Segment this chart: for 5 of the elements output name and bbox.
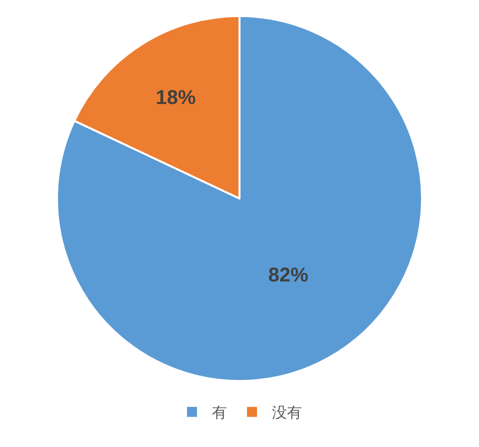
legend-label: 有: [212, 404, 227, 422]
data-label: 82%: [268, 264, 309, 287]
data-label: 18%: [156, 87, 196, 110]
legend-label: 没有: [272, 404, 302, 422]
pie-slice: [56, 15, 423, 382]
